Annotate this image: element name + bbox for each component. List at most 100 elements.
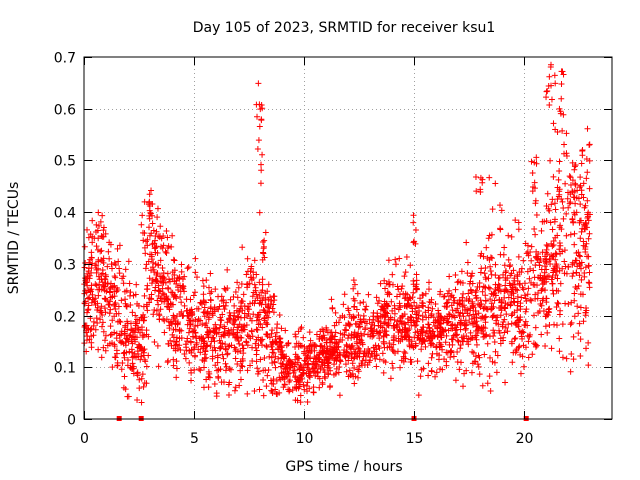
data-point [268,297,275,304]
data-point [393,293,400,300]
data-point [388,298,395,305]
data-point [320,349,327,356]
data-point [453,324,460,331]
data-point [218,379,225,386]
data-point [100,224,107,231]
data-point [325,351,332,358]
y-tick-label: 0.4 [54,206,76,222]
data-point [102,332,109,339]
data-point [118,297,125,304]
data-point [474,323,481,330]
data-point [249,333,256,340]
data-point [468,289,475,296]
data-point [213,306,220,313]
data-point [185,329,192,336]
data-point [576,217,583,224]
data-point [482,319,489,326]
data-point [417,373,424,380]
data-point [494,314,501,321]
data-point [351,331,358,338]
axis-ticks: 0 0.1 0.2 0.3 0.4 0.5 0.6 0.7 0 5 10 15 20 [54,51,612,447]
data-point [552,272,559,279]
data-point [239,357,246,364]
data-point [141,198,148,205]
data-point [525,354,532,361]
data-point [350,295,357,302]
data-point [383,332,390,339]
data-point [94,320,101,327]
data-point [297,325,304,332]
data-point [170,356,177,363]
data-point [350,277,357,284]
data-point [95,273,102,280]
data-point [571,290,578,297]
data-point [212,362,219,369]
data-point [389,364,396,371]
data-point [192,352,199,359]
data-point [270,349,277,356]
data-point [554,128,561,135]
data-point [231,312,238,319]
data-point [567,321,574,328]
data-point [316,335,323,342]
data-point [474,361,481,368]
data-point [222,360,229,367]
data-point [583,345,590,352]
data-point [235,324,242,331]
data-point [197,367,204,374]
data-point [487,296,494,303]
data-point [169,269,176,276]
data-point [185,313,192,320]
data-point [584,253,591,260]
data-point [104,342,111,349]
data-point [458,268,465,275]
data-point [287,362,294,369]
data-point [542,342,549,349]
data-point [89,233,96,240]
data-point [215,373,222,380]
data-point [585,279,592,286]
data-point [153,307,160,314]
data-point [82,322,89,329]
data-point [442,326,449,333]
data-point [255,334,262,341]
data-point [432,301,439,308]
data-point [496,202,503,209]
data-point [273,377,280,384]
data-point [162,296,169,303]
data-point [165,243,172,250]
data-point [177,347,184,354]
data-point [261,237,268,244]
data-point [155,363,162,370]
data-point [559,354,566,361]
data-point [88,344,95,351]
data-point [218,317,225,324]
data-point [541,263,548,270]
data-point [256,209,263,216]
data-point [81,300,88,307]
data-point [264,288,271,295]
data-point [148,280,155,287]
data-point [264,332,271,339]
data-point [114,245,121,252]
data-point [428,311,435,318]
data-point [316,384,323,391]
y-tick-label: 0.5 [54,154,76,170]
data-point [191,327,198,334]
data-point [140,237,147,244]
data-point [489,255,496,262]
data-point [269,339,276,346]
data-point [181,302,188,309]
data-point [478,325,485,332]
data-point [477,269,484,276]
data-point [332,309,339,316]
data-point [563,130,570,137]
data-point [544,190,551,197]
data-point [210,327,217,334]
data-point [467,329,474,336]
data-point [511,336,518,343]
data-point [508,338,515,345]
data-point [428,299,435,306]
data-point [482,284,489,291]
data-point [581,204,588,211]
